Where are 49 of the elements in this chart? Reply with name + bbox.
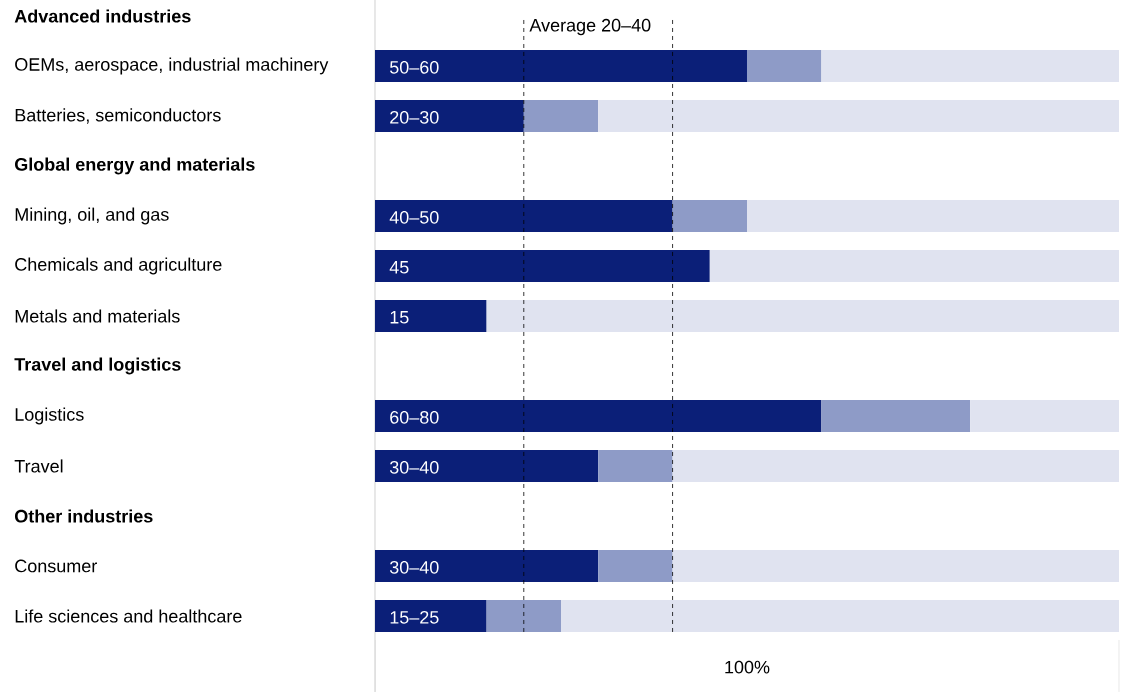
y-tick-label: Consumer bbox=[15, 559, 97, 573]
bar bbox=[375, 50, 747, 82]
bar bbox=[561, 599, 1119, 632]
data-label: 30–40 bbox=[389, 560, 439, 574]
bar bbox=[375, 449, 599, 482]
x-axis-title: 100% bbox=[725, 660, 770, 674]
y-tick-label: Other industries bbox=[15, 509, 153, 523]
bar bbox=[672, 449, 1119, 482]
bar bbox=[746, 50, 822, 82]
data-label: 60–80 bbox=[390, 410, 439, 424]
bar bbox=[486, 599, 561, 632]
data-label: 15 bbox=[390, 311, 409, 324]
bar bbox=[821, 50, 1119, 82]
bar bbox=[375, 299, 487, 332]
bar bbox=[375, 400, 822, 432]
bar bbox=[598, 449, 673, 482]
bar bbox=[821, 400, 971, 432]
y-tick-label: Advanced industries bbox=[14, 9, 191, 23]
bar bbox=[598, 100, 1119, 132]
y-tick-label: Logistics bbox=[15, 407, 84, 425]
data-label: 30–40 bbox=[389, 460, 439, 474]
y-tick-label: Global energy and materials bbox=[15, 157, 255, 175]
ref-line-label: Average 20–40 bbox=[529, 18, 651, 36]
y-tick-label: OEMs, aerospace, industrial machinery bbox=[15, 57, 329, 75]
data-label: 50–60 bbox=[389, 60, 439, 74]
y-tick-label: Chemicals and agriculture bbox=[15, 257, 222, 275]
y-tick-label: Metals and materials bbox=[15, 309, 180, 323]
y-tick-label: Mining, oil, and gas bbox=[15, 207, 169, 225]
bar bbox=[375, 550, 599, 582]
bar bbox=[375, 100, 524, 132]
bar bbox=[970, 400, 1119, 432]
bar bbox=[672, 550, 1119, 582]
y-tick-label: Travel bbox=[14, 459, 63, 473]
data-label: 45 bbox=[389, 261, 409, 274]
y-tick-label: Life sciences and healthcare bbox=[15, 609, 242, 623]
bar bbox=[746, 200, 1119, 232]
data-label: 20–30 bbox=[390, 110, 439, 124]
bar bbox=[375, 200, 673, 232]
data-label: 15–25 bbox=[390, 610, 439, 624]
bar bbox=[672, 200, 747, 232]
data-label: 40–50 bbox=[389, 210, 439, 224]
bar bbox=[486, 299, 1119, 332]
bar bbox=[375, 250, 710, 282]
bar bbox=[709, 250, 1119, 282]
bar bbox=[598, 550, 673, 582]
bar bbox=[375, 599, 487, 632]
y-tick-label: Travel and logistics bbox=[14, 357, 181, 375]
y-tick-label: Batteries, semiconductors bbox=[15, 108, 221, 124]
bar bbox=[523, 100, 599, 132]
